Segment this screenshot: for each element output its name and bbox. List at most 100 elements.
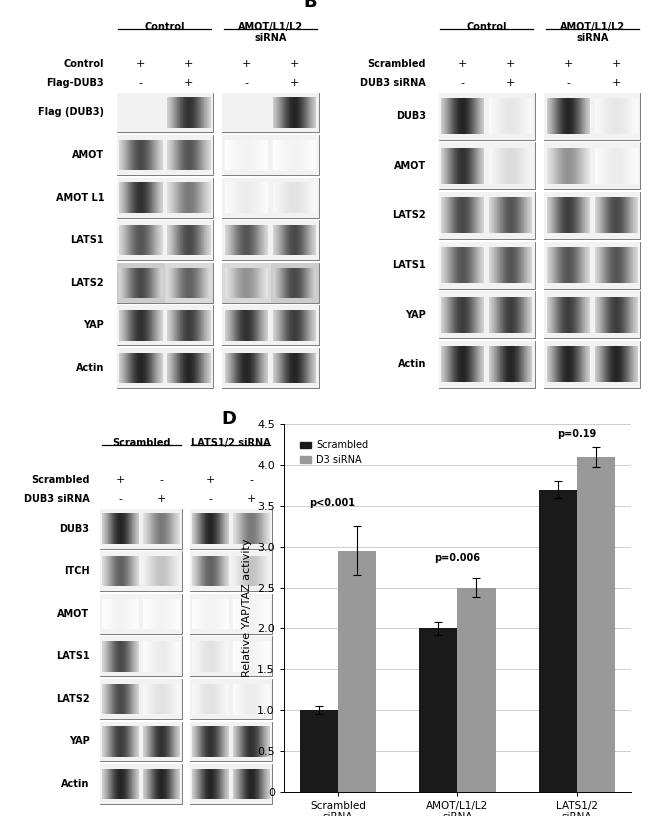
Bar	[256, 140, 257, 171]
Bar	[204, 310, 205, 340]
Bar	[204, 268, 205, 298]
Bar	[472, 197, 473, 233]
Bar	[245, 182, 246, 213]
Bar	[479, 148, 480, 184]
Bar	[252, 140, 253, 171]
Bar	[197, 310, 198, 340]
Bar	[284, 310, 285, 340]
Bar	[479, 247, 480, 283]
Bar	[293, 140, 294, 171]
Bar	[154, 225, 155, 255]
Bar	[552, 148, 553, 184]
Bar	[139, 310, 140, 340]
Bar	[148, 310, 149, 340]
Bar	[634, 297, 635, 333]
Bar	[266, 140, 267, 171]
Bar	[622, 247, 623, 283]
Bar	[465, 98, 466, 134]
Bar	[602, 98, 603, 134]
Bar	[138, 140, 139, 171]
Bar	[552, 247, 553, 283]
Bar	[252, 140, 254, 171]
Bar	[120, 140, 121, 171]
Bar	[479, 297, 480, 333]
Bar	[575, 247, 577, 283]
Bar	[439, 341, 535, 388]
Bar	[156, 310, 157, 340]
Bar	[206, 182, 207, 213]
Bar	[231, 353, 232, 384]
Bar	[296, 140, 297, 171]
Bar	[605, 98, 606, 134]
Bar	[222, 92, 270, 132]
Bar	[171, 140, 172, 171]
Bar	[153, 140, 154, 171]
Bar	[469, 346, 470, 383]
Bar	[185, 310, 187, 340]
Bar	[497, 148, 498, 184]
Bar	[523, 297, 524, 333]
Bar	[155, 310, 156, 340]
Bar	[281, 97, 282, 128]
Bar	[624, 297, 625, 333]
Bar	[260, 353, 261, 384]
Bar	[294, 97, 295, 128]
Bar	[151, 140, 152, 171]
Bar	[298, 353, 299, 384]
Bar	[138, 310, 140, 340]
Bar	[300, 353, 301, 384]
Bar	[236, 140, 237, 171]
Bar	[308, 268, 309, 298]
Bar	[130, 140, 131, 171]
Bar	[476, 148, 477, 184]
Bar	[500, 297, 501, 333]
Bar	[100, 721, 141, 761]
Bar	[203, 310, 204, 340]
Bar	[276, 225, 277, 255]
Bar	[445, 346, 446, 383]
Bar	[617, 297, 618, 333]
Bar	[156, 182, 157, 213]
Bar	[551, 346, 552, 383]
Bar	[583, 148, 584, 184]
Bar	[299, 310, 300, 340]
Bar	[298, 140, 299, 171]
Text: -: -	[119, 494, 123, 504]
Bar	[189, 353, 190, 384]
Bar	[527, 346, 528, 383]
Bar	[204, 140, 205, 171]
Bar	[471, 346, 472, 383]
Bar	[313, 97, 314, 128]
Bar	[608, 297, 609, 333]
Bar	[195, 353, 196, 384]
Bar	[487, 291, 535, 338]
Bar	[601, 297, 602, 333]
Bar	[516, 346, 517, 383]
Bar	[445, 247, 446, 283]
Bar	[237, 310, 239, 340]
Bar	[306, 353, 307, 384]
Bar	[200, 268, 202, 298]
Bar	[634, 98, 635, 134]
Bar	[257, 182, 258, 213]
Bar	[248, 353, 250, 384]
Bar	[576, 197, 577, 233]
Bar	[527, 98, 528, 134]
Bar	[580, 247, 581, 283]
Bar	[206, 268, 207, 298]
Bar	[617, 346, 618, 383]
Bar	[121, 353, 122, 384]
Bar	[452, 197, 453, 233]
Bar	[134, 310, 135, 340]
Bar	[516, 197, 517, 233]
Bar	[241, 268, 242, 298]
Bar	[280, 182, 281, 213]
Bar	[134, 140, 135, 171]
Text: +: +	[157, 494, 166, 504]
Bar	[300, 182, 301, 213]
Bar	[490, 247, 491, 283]
Bar	[246, 225, 247, 255]
Bar	[584, 247, 585, 283]
Bar	[135, 140, 136, 171]
Bar	[500, 346, 501, 383]
